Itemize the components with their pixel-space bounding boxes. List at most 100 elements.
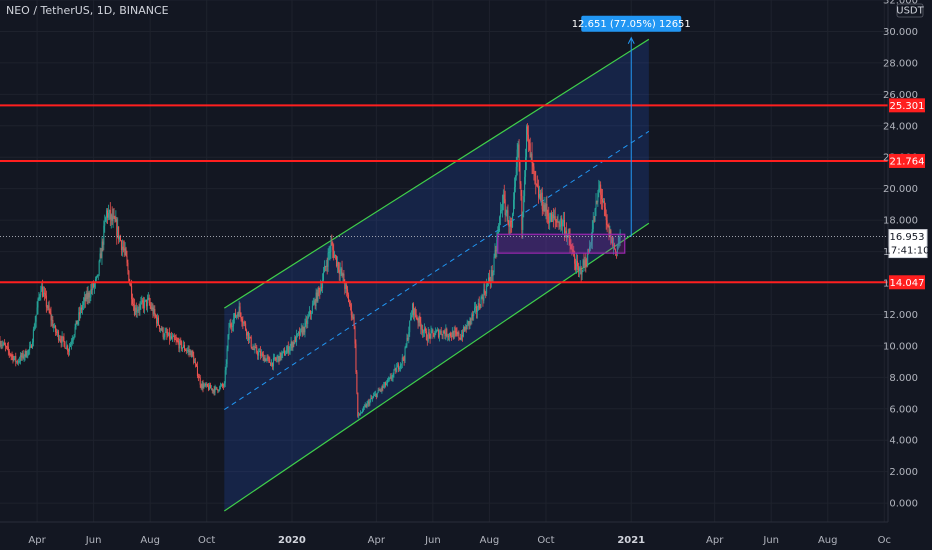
candle-body xyxy=(457,332,459,335)
candle-body xyxy=(57,331,59,340)
candle-body xyxy=(301,328,303,335)
candle-body xyxy=(130,284,132,287)
candle-body xyxy=(246,331,248,336)
symbol-title[interactable]: NEO / TetherUS, 1D, BINANCE xyxy=(6,4,169,17)
y-tick-label: 6.000 xyxy=(889,404,918,415)
candle-body xyxy=(276,358,278,360)
candle-body xyxy=(116,219,118,236)
candle-body xyxy=(375,393,377,398)
candle-body xyxy=(267,357,269,359)
candle-body xyxy=(196,366,198,377)
candle-body xyxy=(261,353,263,355)
candle-body xyxy=(244,322,246,324)
candle-body xyxy=(533,166,535,172)
x-tick-label: Jun xyxy=(424,535,441,546)
candle-body xyxy=(424,328,426,331)
candle-body xyxy=(346,284,348,290)
candle-body xyxy=(448,336,450,337)
candle-body xyxy=(602,200,604,203)
candle-body xyxy=(211,388,213,391)
candle-body xyxy=(294,337,296,344)
candle-body xyxy=(349,304,351,305)
candle-body xyxy=(548,216,550,224)
candle-body xyxy=(245,323,247,330)
candle-body xyxy=(312,303,314,306)
candle-body xyxy=(327,252,329,267)
candle-body xyxy=(436,330,438,332)
candle-body xyxy=(509,220,511,227)
candle-body xyxy=(115,219,117,222)
candle-body xyxy=(235,315,237,318)
candle-body xyxy=(254,346,256,350)
candle-body xyxy=(84,297,86,302)
candle-body xyxy=(333,249,335,258)
candle-body xyxy=(234,313,236,318)
candle-body xyxy=(605,215,607,221)
candle-body xyxy=(300,328,302,330)
candle-body xyxy=(45,295,47,307)
candle-body xyxy=(561,218,563,227)
candle-body xyxy=(527,134,529,140)
candle-body xyxy=(253,348,255,350)
candle-body xyxy=(5,346,7,348)
candle-body xyxy=(1,344,3,346)
candle-body xyxy=(230,323,232,326)
x-tick-label: Apr xyxy=(706,535,724,546)
candle-body xyxy=(159,328,161,330)
candle-body xyxy=(268,357,270,359)
candle-body xyxy=(339,270,341,274)
candle-body xyxy=(190,351,192,357)
candle-body xyxy=(449,333,451,336)
candle-body xyxy=(169,332,171,340)
candle-body xyxy=(100,253,102,259)
channel-midline xyxy=(224,130,650,410)
candle-body xyxy=(288,349,290,353)
candle-body xyxy=(556,221,558,223)
candle-body xyxy=(39,295,41,297)
candle-body xyxy=(295,337,297,343)
candle-body xyxy=(231,325,233,328)
candle-body xyxy=(252,348,254,350)
candle-body xyxy=(93,283,95,287)
candle-body xyxy=(520,183,522,196)
candle-body xyxy=(498,224,500,233)
candle-body xyxy=(117,226,119,236)
candle-body xyxy=(13,358,15,361)
candle-body xyxy=(221,384,223,386)
candle-body xyxy=(538,186,540,198)
candle-body xyxy=(410,317,412,321)
candle-body xyxy=(151,307,153,310)
candle-body xyxy=(570,244,572,250)
candle-body xyxy=(262,353,264,361)
x-tick-label: Apr xyxy=(28,535,46,546)
candle-body xyxy=(259,351,261,353)
candle-body xyxy=(532,162,534,167)
candle-body xyxy=(37,298,39,308)
candle-body xyxy=(305,320,307,323)
candle-body xyxy=(0,344,2,346)
candle-body xyxy=(446,328,448,337)
candle-body xyxy=(65,348,67,349)
candle-body xyxy=(70,342,72,345)
candle-body xyxy=(387,379,389,381)
candle-body xyxy=(275,359,277,361)
candle-body xyxy=(274,357,276,360)
candle-body xyxy=(199,377,201,385)
candle-body xyxy=(69,344,71,347)
candle-body xyxy=(265,358,267,362)
candle-body xyxy=(451,331,453,337)
candle-body xyxy=(373,395,375,398)
candle-body xyxy=(403,359,405,361)
candle-body xyxy=(221,384,223,386)
candle-body xyxy=(386,379,388,384)
candle-body xyxy=(6,346,8,348)
candle-body xyxy=(22,352,24,358)
candle-body xyxy=(99,253,101,262)
candle-body xyxy=(564,219,566,234)
candle-body xyxy=(341,268,343,276)
candle-body xyxy=(189,351,191,353)
candle-body xyxy=(299,328,301,336)
candle-body xyxy=(433,333,435,337)
candle-body xyxy=(89,297,91,298)
